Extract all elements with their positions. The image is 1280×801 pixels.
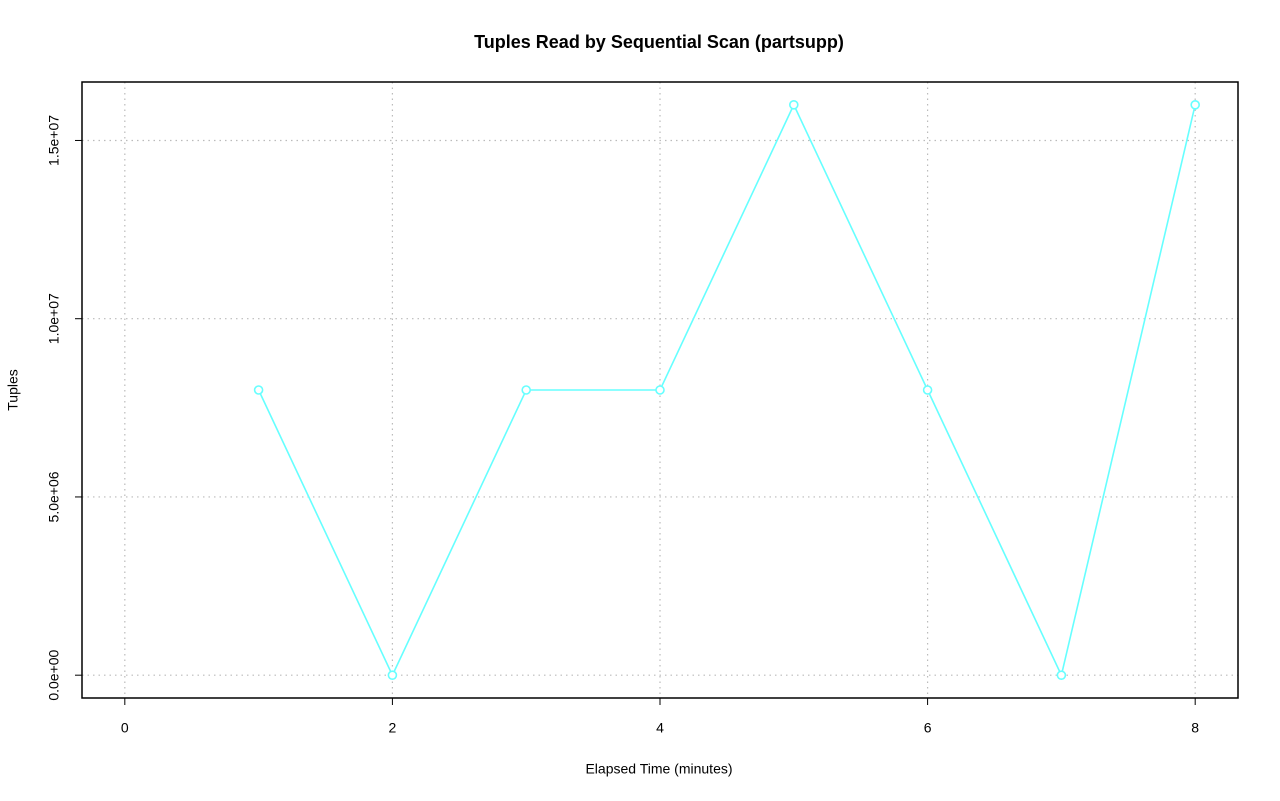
y-axis-label: Tuples xyxy=(5,369,21,411)
y-tick-label: 5.0e+06 xyxy=(46,471,62,522)
x-tick-label: 0 xyxy=(121,720,129,736)
y-tick-label: 1.0e+07 xyxy=(46,293,62,344)
y-tick-label: 0.0e+00 xyxy=(46,649,62,700)
chart-title: Tuples Read by Sequential Scan (partsupp… xyxy=(474,32,844,52)
data-point xyxy=(655,385,665,395)
x-tick-label: 8 xyxy=(1191,720,1199,736)
data-point xyxy=(788,100,799,110)
x-tick-label: 6 xyxy=(924,720,932,736)
data-point xyxy=(387,670,398,680)
y-tick-label: 1.5e+07 xyxy=(46,115,62,166)
x-axis-label: Elapsed Time (minutes) xyxy=(585,761,732,777)
data-point xyxy=(1056,670,1067,680)
x-tick-label: 2 xyxy=(389,720,397,736)
x-tick-label: 4 xyxy=(656,720,664,736)
data-point xyxy=(253,385,264,395)
series-line xyxy=(257,102,1196,678)
data-point xyxy=(922,385,933,395)
plot-frame xyxy=(81,81,1239,699)
data-point xyxy=(521,385,532,395)
data-point xyxy=(1190,100,1200,110)
